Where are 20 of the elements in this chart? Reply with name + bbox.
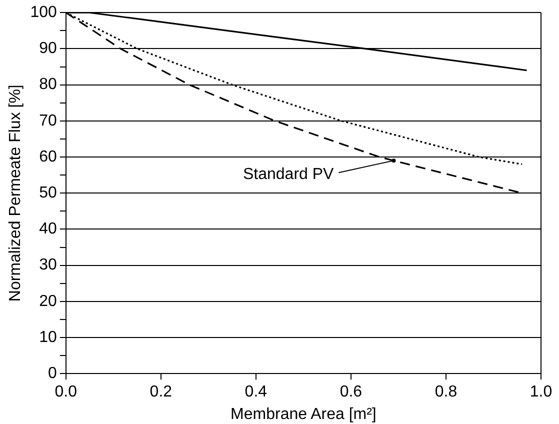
y-tick-label: 20 (39, 292, 57, 310)
y-tick-label: 90 (39, 40, 57, 58)
x-tick-label: 0.4 (244, 384, 268, 401)
y-axis-title: Normalized Permeate Flux [%] (7, 84, 24, 302)
y-tick-label: 80 (39, 76, 57, 94)
x-tick-label: 1.0 (530, 384, 552, 401)
y-tick-label: 30 (39, 256, 57, 274)
y-tick-label: 60 (39, 148, 57, 166)
y-tick-label: 50 (39, 184, 57, 202)
x-axis-title: Membrane Area [m²] (230, 406, 376, 423)
y-tick-label: 0 (48, 365, 57, 382)
annotation: Standard PV (242, 166, 334, 184)
y-tick-label: 70 (39, 112, 57, 130)
x-tick-label: 0.6 (340, 384, 362, 401)
x-tick-label: 0.0 (54, 384, 78, 401)
x-tick-label: 0.8 (434, 384, 458, 401)
y-tick-label: 40 (39, 220, 57, 238)
y-tick-label: 10 (39, 328, 57, 346)
x-tick-label: 0.2 (150, 384, 172, 401)
y-tick-label: 100 (30, 4, 57, 22)
